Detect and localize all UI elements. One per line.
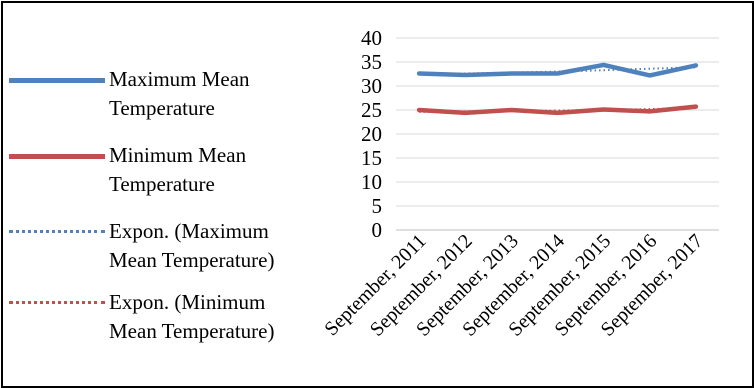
series-line-2 xyxy=(419,66,696,76)
legend-label-expon-min-line1: Expon. (Minimum xyxy=(109,290,266,314)
legend-label-max-line2: Temperature xyxy=(109,96,215,120)
legend-label-expon-min-line2: Mean Temperature) xyxy=(109,319,275,343)
legend-label-expon-max-line2: Mean Temperature) xyxy=(109,248,275,272)
y-tick-label: 20 xyxy=(361,122,382,146)
legend-swatch-min xyxy=(9,154,105,159)
series-line-3 xyxy=(419,107,696,113)
y-tick-label: 10 xyxy=(361,170,382,194)
y-tick-label: 0 xyxy=(372,218,383,242)
legend-swatch-expon-min xyxy=(9,301,105,304)
legend-label-min: Minimum Mean Temperature xyxy=(109,141,246,199)
legend-label-max: Maximum Mean Temperature xyxy=(109,65,250,123)
series-line-0 xyxy=(416,62,699,78)
y-tick-label: 5 xyxy=(372,194,383,218)
legend-label-expon-max: Expon. (Maximum Mean Temperature) xyxy=(109,217,274,275)
y-tick-label: 15 xyxy=(361,146,382,170)
series-lines xyxy=(416,62,699,116)
legend-swatch-max xyxy=(9,78,105,83)
legend-label-expon-min: Expon. (Minimum Mean Temperature) xyxy=(109,288,274,346)
y-tick-label: 25 xyxy=(361,98,382,122)
legend-swatch-expon-max xyxy=(9,230,105,233)
y-tick-label: 35 xyxy=(361,50,382,74)
series-line-1 xyxy=(416,104,699,116)
y-tick-label: 30 xyxy=(361,74,382,98)
y-tick-label: 40 xyxy=(361,26,382,50)
legend-label-max-line1: Maximum Mean xyxy=(109,67,250,91)
legend-label-min-line2: Temperature xyxy=(109,172,215,196)
legend-label-expon-max-line1: Expon. (Maximum xyxy=(109,219,269,243)
gridlines xyxy=(396,37,719,231)
legend-label-min-line1: Minimum Mean xyxy=(109,143,247,167)
